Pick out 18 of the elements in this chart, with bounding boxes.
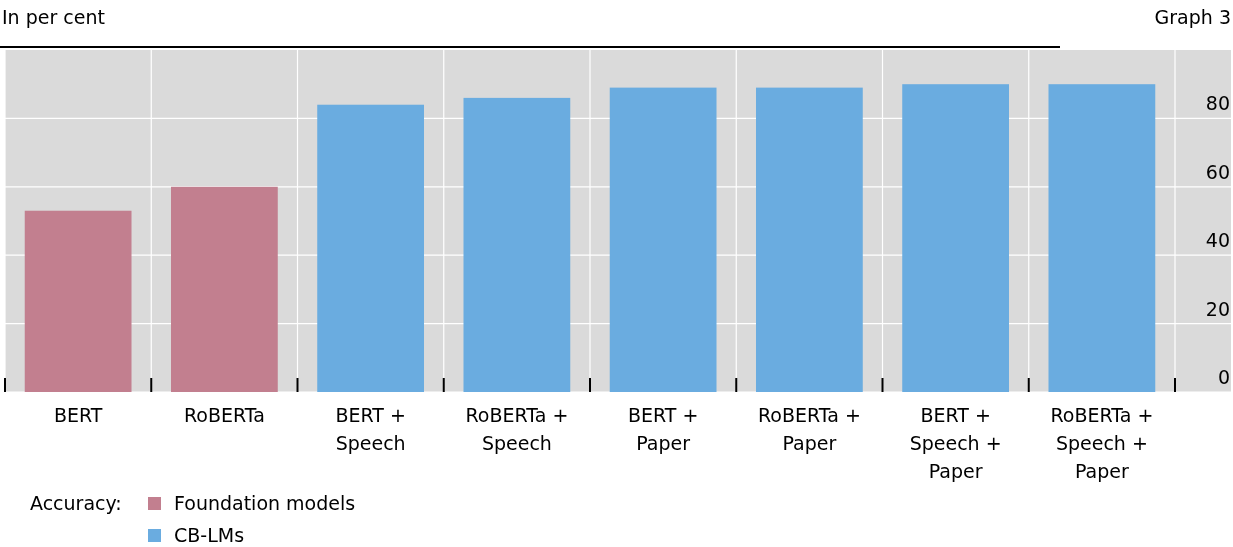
x-tick-label: BERT + Paper	[627, 404, 699, 454]
chart-subtitle: In per cent	[2, 6, 105, 28]
x-tick-label: BERT + Speech + Paper	[909, 404, 1002, 482]
legend-title: Accuracy:	[30, 492, 122, 514]
legend-label: Foundation models	[174, 492, 356, 514]
y-tick-label: 20	[1205, 297, 1230, 320]
y-tick-label: 0	[1217, 366, 1230, 388]
y-tick-label: 40	[1205, 229, 1230, 252]
x-tick-label: BERT + Speech	[335, 404, 406, 454]
x-tick-label: RoBERTa + Speech	[465, 404, 569, 454]
x-tick-label: BERT	[53, 404, 103, 426]
y-tick-label: 60	[1205, 160, 1230, 183]
x-tick-label: RoBERTa + Paper	[757, 404, 861, 454]
x-tick-label: RoBERTa + Speech + Paper	[1050, 404, 1154, 482]
x-tick-label: RoBERTa	[183, 404, 265, 426]
legend-label: CB-LMs	[174, 524, 245, 546]
chart-title: Graph 3	[1154, 6, 1231, 28]
y-tick-label: 80	[1205, 92, 1230, 115]
